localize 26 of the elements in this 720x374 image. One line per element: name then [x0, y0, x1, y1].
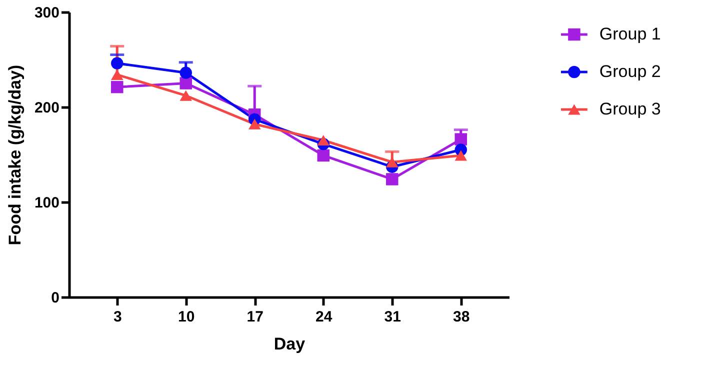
- point: [180, 90, 192, 101]
- x-tick-label: 10: [178, 308, 195, 326]
- x-axis-title: Day: [274, 334, 306, 354]
- y-tick-label: 300: [34, 4, 60, 22]
- point: [386, 173, 398, 186]
- legend-label: Group 3: [599, 100, 661, 118]
- y-tick-label: 0: [51, 290, 60, 306]
- x-tick-label: 38: [453, 308, 470, 326]
- x-tick-label: 31: [384, 308, 401, 326]
- y-tick-label: 100: [34, 194, 60, 212]
- legend-label: Group 1: [599, 24, 661, 44]
- point: [180, 77, 192, 90]
- point: [454, 150, 467, 161]
- y-tick-label: 200: [34, 100, 60, 116]
- point: [454, 133, 467, 146]
- point: [111, 57, 124, 70]
- x-tick-label: 17: [246, 308, 264, 326]
- x-tick-label: 3: [113, 308, 122, 326]
- point: [317, 149, 330, 162]
- x-tick-label: 24: [316, 308, 333, 326]
- point: [317, 134, 330, 146]
- y-axis-title: Food intake (g/kg/day): [5, 64, 24, 246]
- legend-label: Group 2: [599, 62, 661, 81]
- point: [111, 80, 124, 94]
- point: [248, 118, 261, 130]
- point: [180, 66, 192, 79]
